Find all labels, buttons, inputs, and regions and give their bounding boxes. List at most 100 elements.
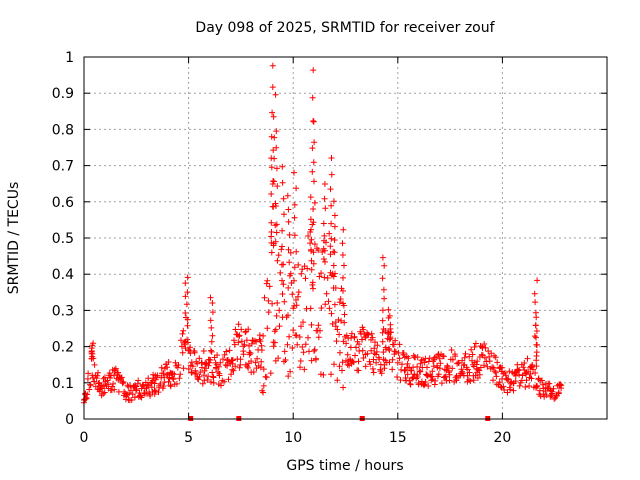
data-point [532,370,539,376]
data-point [411,371,418,378]
data-point [329,320,336,327]
data-point [438,380,445,387]
data-point [336,331,343,338]
data-point [278,261,285,268]
data-point [414,374,421,380]
data-point [187,344,194,351]
data-point [516,371,523,378]
data-point [145,375,152,382]
data-point [294,341,301,348]
data-point [300,319,306,326]
data-point [327,186,334,193]
data-point [390,341,397,348]
data-point [501,387,508,393]
data-point [330,273,337,280]
data-point [436,365,443,372]
data-point [366,358,373,365]
data-point [339,252,346,258]
data-point [293,302,300,309]
data-point [240,351,247,358]
data-point [474,375,481,381]
data-point [235,339,242,346]
data-point [182,310,189,316]
data-point [311,139,318,146]
data-point [309,145,316,152]
data-point [385,306,392,313]
data-point [355,358,362,365]
data-point [340,384,347,391]
data-point [189,363,196,370]
data-point [308,257,315,264]
data-point [347,344,354,351]
data-point [335,316,342,323]
data-point [367,361,374,368]
grid-lines [84,57,607,419]
data-point [362,363,369,370]
data-point [364,350,371,357]
data-point [355,367,362,374]
data-point [268,219,275,226]
data-point [170,376,177,383]
data-point [133,386,140,393]
data-point [522,384,529,390]
data-point [308,226,314,233]
data-point [184,289,191,296]
x-tick-label: 0 [80,430,89,446]
data-point [157,381,164,387]
data-point [533,334,539,341]
data-point [499,364,506,371]
data-point [385,345,392,352]
data-point [386,359,393,366]
data-point [392,348,399,355]
data-point [310,285,316,292]
data-point [301,366,308,373]
data-point [343,340,350,347]
data-point [266,283,273,290]
data-point [295,261,302,268]
data-point [536,387,543,394]
data-point [285,373,292,380]
data-point [210,379,217,386]
data-point [309,279,316,286]
data-point [285,284,292,291]
data-point [196,355,203,362]
data-point [257,338,264,345]
data-point [194,360,201,367]
data-point [524,355,531,362]
data-point [379,275,386,282]
data-point [141,390,147,396]
data-point [381,295,388,302]
data-point [432,377,439,384]
data-point [527,370,534,377]
data-point [386,336,393,343]
data-point [521,360,528,366]
data-point [316,273,323,280]
data-point [198,359,205,366]
data-point [502,372,509,379]
data-point [232,363,239,370]
data-point [325,298,332,305]
data-point [264,277,271,284]
data-point [343,332,350,339]
data-point [437,360,444,367]
data-point [417,368,424,375]
data-point [490,377,496,384]
data-point [272,326,279,333]
data-point [248,340,255,347]
data-point [179,349,186,356]
data-point [426,355,433,362]
data-point [184,339,191,346]
data-point [414,363,421,370]
data-point [379,307,386,314]
data-point [407,381,414,388]
data-point [506,368,513,375]
data-point [341,311,348,318]
data-point [286,272,293,279]
data-point [273,128,280,135]
data-point [295,293,301,300]
data-point [327,269,334,276]
data-point [175,362,182,368]
data-point [337,296,344,302]
data-point [299,344,306,350]
data-point [389,366,396,373]
